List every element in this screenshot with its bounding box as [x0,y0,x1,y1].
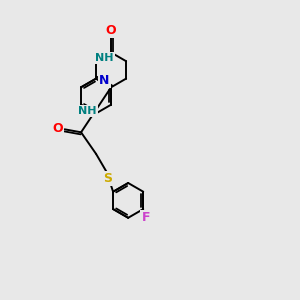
Text: O: O [106,24,116,38]
Text: S: S [103,172,112,185]
Text: N: N [99,74,110,87]
Text: NH: NH [78,106,97,116]
Text: F: F [141,211,150,224]
Text: O: O [53,122,63,135]
Text: NH: NH [95,53,114,63]
